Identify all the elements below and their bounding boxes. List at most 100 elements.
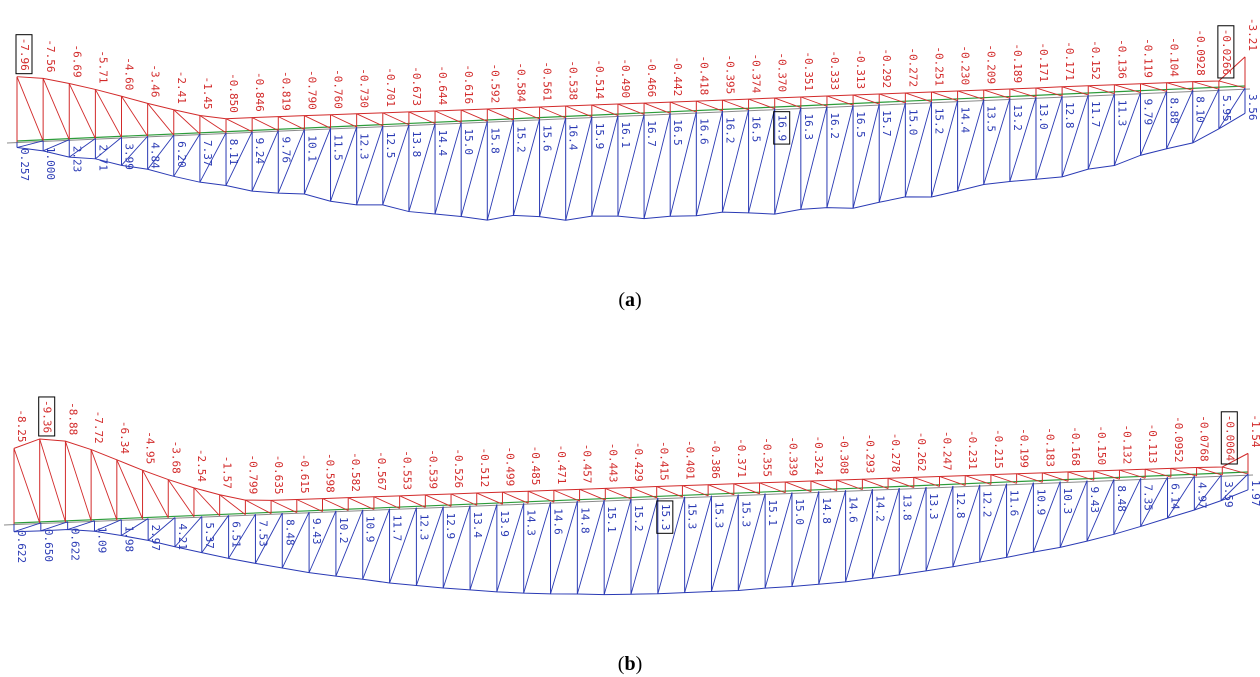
positive-moment-label: 2.97 xyxy=(149,525,162,552)
positive-moment-label: 0.622 xyxy=(69,528,82,561)
negative-moment-diagonal xyxy=(1088,85,1115,95)
positive-moment-diagonal xyxy=(42,139,70,152)
positive-moment-diagonal xyxy=(576,499,605,595)
positive-moment-label: 10.1 xyxy=(305,135,318,162)
negative-moment-label: -0.538 xyxy=(567,60,580,100)
positive-moment-label: 12.5 xyxy=(384,132,397,159)
positive-moment-diagonal xyxy=(1113,478,1142,535)
negative-moment-diagonal xyxy=(527,490,555,503)
negative-moment-diagonal xyxy=(90,449,118,520)
positive-moment-label: 15.2 xyxy=(514,126,527,153)
negative-moment-diagonal xyxy=(990,474,1017,484)
panel-a-diagram: -7.96 -7.56 -6.69 -5.71 -4.60 -3.46 -2.41 -1.45… xyxy=(6,18,1259,221)
negative-moment-label: -0.635 xyxy=(272,455,285,495)
negative-moment-diagonal xyxy=(330,114,357,128)
positive-moment-label: 16.1 xyxy=(619,122,632,148)
positive-moment-label: 4.97 xyxy=(1195,482,1208,509)
positive-moment-diagonal xyxy=(13,522,41,533)
highlight-box xyxy=(656,500,674,534)
positive-moment-envelope xyxy=(16,112,1246,221)
negative-moment-label: -0.199 xyxy=(1018,428,1031,468)
negative-moment-label: -0.561 xyxy=(541,61,554,101)
negative-moment-diagonal xyxy=(167,479,195,517)
positive-moment-label: 2.23 xyxy=(70,146,83,173)
positive-moment-label: 11.6 xyxy=(1008,490,1021,516)
positive-moment-diagonal xyxy=(201,515,229,553)
positive-moment-diagonal xyxy=(979,483,1007,563)
negative-moment-label: -0.760 xyxy=(332,69,345,109)
positive-moment-diagonal xyxy=(1193,474,1222,511)
negative-moment-label: -0.526 xyxy=(452,448,465,488)
positive-moment-diagonal xyxy=(695,110,723,216)
positive-moment-label: 1.000 xyxy=(44,147,57,180)
negative-moment-diagonal xyxy=(348,497,375,510)
negative-moment-diagonal xyxy=(836,479,863,491)
negative-moment-label: -0.457 xyxy=(581,444,594,484)
negative-moment-label: -0.0928 xyxy=(1194,29,1207,75)
positive-moment-diagonal xyxy=(737,493,766,591)
panel-b-caption: (b) xyxy=(618,653,642,675)
positive-moment-diagonal xyxy=(496,503,525,592)
positive-moment-diagonal xyxy=(94,519,122,532)
positive-moment-diagonal xyxy=(251,130,279,192)
negative-moment-label: -0.262 xyxy=(915,432,928,472)
negative-moment-diagonal xyxy=(1140,83,1167,92)
positive-moment-diagonal xyxy=(362,508,390,580)
positive-moment-diagonal xyxy=(722,109,750,213)
negative-moment-label: -0.119 xyxy=(1141,38,1154,78)
negative-moment-diagonal xyxy=(193,487,220,516)
negative-moment-label: -9.36 xyxy=(41,400,54,433)
negative-moment-diagonal xyxy=(502,491,529,504)
negative-moment-label: -0.539 xyxy=(426,449,439,489)
positive-moment-label: 1.09 xyxy=(95,527,108,554)
negative-moment-label: -0.512 xyxy=(478,447,491,487)
negative-moment-label: -0.567 xyxy=(375,451,388,491)
positive-moment-label: 10.2 xyxy=(337,517,350,544)
negative-moment-label: -3.68 xyxy=(169,441,182,474)
negative-moment-label: -3.46 xyxy=(149,64,162,97)
positive-moment-label: 3.56 xyxy=(1246,94,1259,121)
positive-moment-diagonal xyxy=(225,131,253,186)
negative-moment-diagonal xyxy=(862,478,889,490)
negative-moment-label: -0.374 xyxy=(750,54,763,94)
positive-moment-label: 15.7 xyxy=(880,110,893,137)
positive-moment-diagonal xyxy=(281,511,310,569)
negative-moment-label: -0.598 xyxy=(324,453,337,493)
positive-moment-label: 13.9 xyxy=(498,510,511,537)
negative-moment-diagonal xyxy=(142,469,169,518)
negative-moment-diagonal xyxy=(748,98,775,110)
negative-moment-label: -0.0768 xyxy=(1198,415,1211,461)
negative-moment-label: -0.471 xyxy=(555,445,568,485)
positive-moment-label: 15.0 xyxy=(906,109,919,136)
positive-moment-diagonal xyxy=(67,520,95,530)
negative-moment-label: -0.351 xyxy=(802,51,815,91)
positive-moment-label: 9.43 xyxy=(310,518,323,545)
positive-moment-diagonal xyxy=(748,108,776,213)
negative-moment-diagonal xyxy=(460,109,488,122)
negative-moment-diagonal xyxy=(116,459,143,519)
negative-moment-label: -0.215 xyxy=(992,429,1005,469)
negative-moment-diagonal xyxy=(1093,470,1120,480)
positive-moment-diagonal xyxy=(684,495,712,593)
positive-moment-diagonal xyxy=(1061,94,1089,177)
positive-moment-envelope xyxy=(13,489,1249,596)
negative-moment-label: -7.56 xyxy=(44,39,57,72)
positive-moment-diagonal xyxy=(1140,477,1168,527)
positive-moment-diagonal xyxy=(931,100,959,198)
negative-moment-label: -0.790 xyxy=(305,70,318,110)
positive-moment-diagonal xyxy=(711,494,739,592)
positive-moment-label: 15.0 xyxy=(793,498,806,525)
positive-moment-label: 15.3 xyxy=(739,501,752,528)
negative-moment-diagonal xyxy=(887,477,914,488)
positive-moment-diagonal xyxy=(1166,90,1194,149)
negative-moment-label: -0.308 xyxy=(838,435,851,475)
negative-moment-diagonal xyxy=(1145,468,1172,478)
positive-moment-diagonal xyxy=(904,101,932,198)
negative-moment-label: -0.443 xyxy=(606,443,619,483)
negative-moment-diagonal xyxy=(219,494,246,515)
positive-moment-label: 15.3 xyxy=(659,504,672,531)
positive-moment-label: 16.2 xyxy=(828,112,841,139)
negative-moment-diagonal xyxy=(251,117,279,131)
positive-moment-label: 4.21 xyxy=(176,523,189,550)
